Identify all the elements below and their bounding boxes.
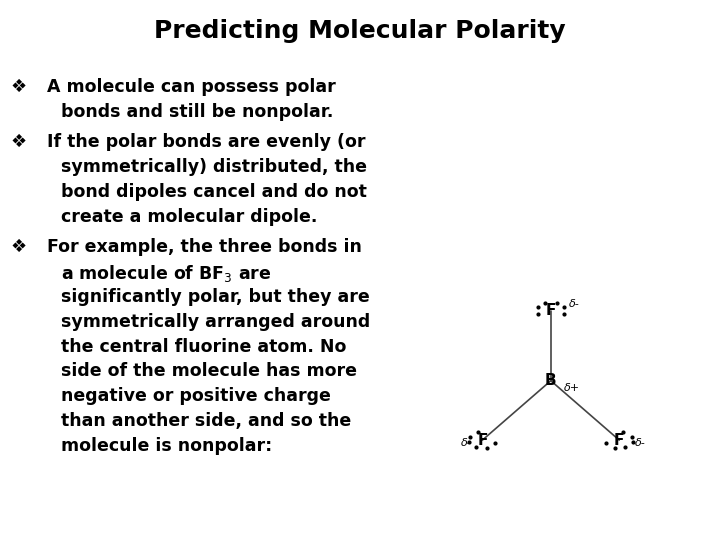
Text: For example, the three bonds in: For example, the three bonds in [47, 238, 361, 256]
Text: a molecule of BF$_3$ are: a molecule of BF$_3$ are [61, 263, 271, 284]
Text: If the polar bonds are evenly (or: If the polar bonds are evenly (or [47, 133, 365, 151]
Text: ❖: ❖ [11, 238, 27, 256]
Text: negative or positive charge: negative or positive charge [61, 387, 331, 405]
Text: ❖: ❖ [11, 78, 27, 96]
Text: Predicting Molecular Polarity: Predicting Molecular Polarity [154, 19, 566, 43]
Text: δ+: δ+ [564, 383, 580, 394]
Text: create a molecular dipole.: create a molecular dipole. [61, 208, 318, 226]
Text: F: F [546, 303, 556, 318]
Text: δ-: δ- [461, 438, 472, 448]
Text: bond dipoles cancel and do not: bond dipoles cancel and do not [61, 183, 367, 201]
Text: than another side, and so the: than another side, and so the [61, 412, 351, 430]
Text: δ-: δ- [635, 438, 646, 448]
Text: bonds and still be nonpolar.: bonds and still be nonpolar. [61, 103, 333, 121]
Text: F: F [477, 433, 487, 448]
Text: symmetrically arranged around: symmetrically arranged around [61, 313, 371, 330]
Text: B: B [545, 373, 557, 388]
Text: δ-: δ- [569, 299, 580, 309]
Text: A molecule can possess polar: A molecule can possess polar [47, 78, 336, 96]
Text: the central fluorine atom. No: the central fluorine atom. No [61, 338, 346, 355]
Text: ❖: ❖ [11, 133, 27, 151]
Text: symmetrically) distributed, the: symmetrically) distributed, the [61, 158, 367, 176]
Text: side of the molecule has more: side of the molecule has more [61, 362, 357, 380]
Text: molecule is nonpolar:: molecule is nonpolar: [61, 437, 272, 455]
Text: significantly polar, but they are: significantly polar, but they are [61, 288, 370, 306]
Text: F: F [614, 433, 624, 448]
